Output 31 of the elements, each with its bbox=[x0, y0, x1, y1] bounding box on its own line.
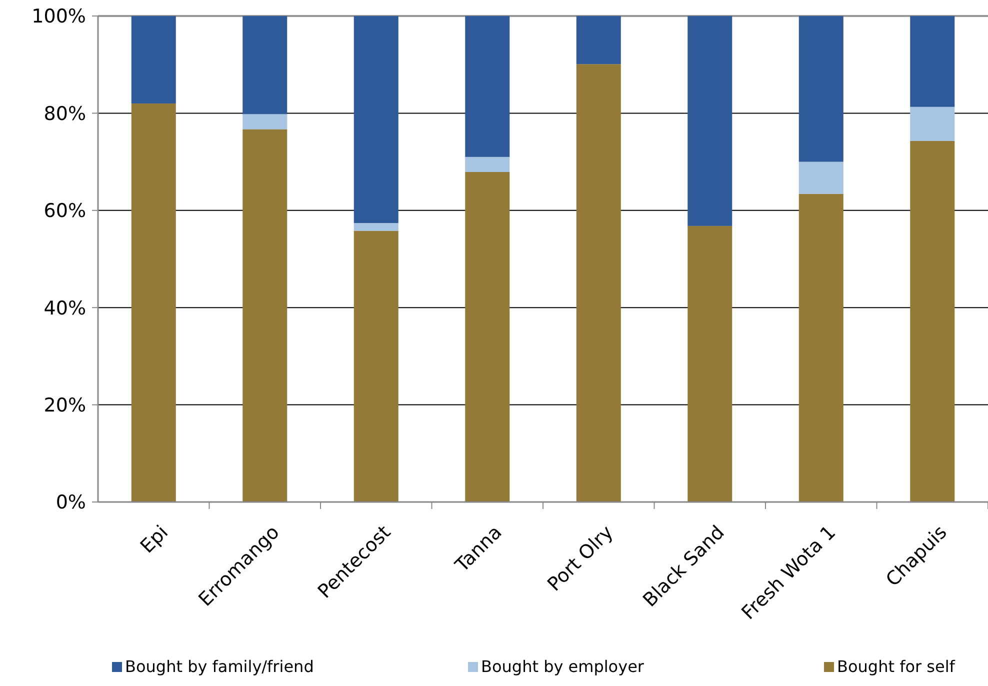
bar bbox=[242, 16, 288, 114]
bar bbox=[910, 16, 955, 107]
bar bbox=[910, 140, 955, 502]
x-tick-label: Epi bbox=[136, 521, 173, 558]
bar bbox=[688, 226, 732, 502]
bar bbox=[798, 162, 844, 194]
bar bbox=[688, 16, 732, 226]
y-tick-label: 20% bbox=[44, 394, 86, 416]
bar bbox=[576, 64, 621, 502]
bar bbox=[354, 223, 398, 231]
bar bbox=[910, 106, 955, 141]
y-tick-label: 0% bbox=[56, 492, 86, 514]
bar bbox=[798, 194, 844, 502]
bar bbox=[242, 129, 288, 502]
bar bbox=[242, 114, 288, 130]
y-tick-label: 40% bbox=[44, 297, 86, 320]
y-tick-label: 100% bbox=[32, 6, 86, 28]
bar bbox=[465, 156, 510, 172]
bar bbox=[576, 16, 621, 64]
bar bbox=[465, 172, 510, 502]
bar bbox=[131, 16, 176, 104]
bar bbox=[354, 230, 398, 502]
legend-label: Bought by employer bbox=[481, 657, 644, 676]
y-tick-label: 60% bbox=[44, 200, 86, 222]
bar bbox=[798, 16, 844, 162]
bar bbox=[131, 103, 176, 502]
bar bbox=[465, 16, 510, 157]
legend-label: Bought for self bbox=[837, 657, 956, 676]
legend-label: Bought by family/friend bbox=[125, 657, 314, 676]
y-tick-label: 80% bbox=[44, 102, 86, 125]
bar bbox=[354, 16, 398, 224]
